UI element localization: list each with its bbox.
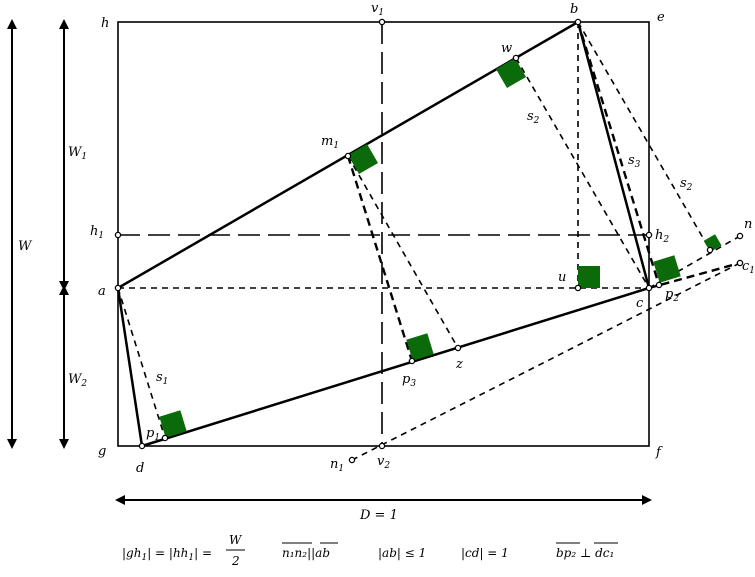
point-w [512,54,520,62]
label-s2-outer: s2 [680,176,693,193]
right-angle-square-w [495,57,527,89]
edge-d-a [116,287,144,447]
label-h1: h1 [90,224,104,241]
point-b [574,18,582,26]
label-p1: p1 [146,426,160,443]
segment-c-c1 [648,261,741,290]
label-b: b [570,2,578,17]
label-D: D = 1 [359,508,398,523]
label-v1: v1 [371,1,384,18]
right-angle-square-m1 [347,143,379,175]
point-h1 [114,231,122,239]
formula-fraction-numerator: W [229,533,243,547]
label-f: f [655,445,663,460]
label-z: z [455,357,463,372]
edge-b-c [576,21,651,289]
label-h: h [101,16,109,31]
point-z [454,344,462,352]
label-s1: s1 [156,370,168,387]
right-angle-square-p2 [653,255,681,283]
point-small-sq [706,246,714,254]
label-h2: h2 [655,228,669,245]
label-W2: W2 [68,372,87,389]
point-v2 [378,442,386,450]
segment-s2-inner [515,57,650,289]
label-u: u [558,270,566,285]
point-p2 [655,281,663,289]
segment-s3 [576,21,661,286]
label-W: W [18,239,33,254]
point-d [138,442,146,450]
point-n1 [348,456,356,464]
label-c: c [636,296,644,311]
right-angle-square-p1 [159,410,187,438]
label-s3: s3 [628,153,641,170]
segment-m1-p3 [346,155,414,362]
label-m1: m1 [321,134,339,151]
point-u [574,284,582,292]
edge-c-d [141,286,650,448]
outer-rectangle [117,21,650,447]
point-c1 [736,259,744,267]
point-p3 [408,357,416,365]
label-w: w [501,41,512,56]
label-p3: p3 [402,372,416,389]
formula-fraction-denominator: 2 [231,554,240,568]
label-a: a [98,284,106,299]
label-g: g [98,444,106,459]
label-n: n [744,217,752,232]
point-p1 [161,434,169,442]
line-m1-z [347,155,459,349]
formula-gh1-hh1: |gh1| = |hh1| = [122,546,212,563]
label-v2: v2 [377,454,390,471]
label-n1: n1 [330,457,344,474]
formula-parallel: n₁n₂||ab [282,546,330,560]
label-p2: p2 [665,287,679,304]
point-c [645,284,653,292]
point-n-end [736,232,744,240]
point-m1 [344,152,352,160]
formula-perpendicular: bp₂ ⊥ dc₁ [556,546,614,560]
label-e: e [657,10,665,25]
formula-cd-eq-1: |cd| = 1 [461,546,509,560]
label-c1: c1 [742,259,755,276]
point-h2 [645,231,653,239]
segment-s1 [117,287,166,439]
right-angle-square-p3 [406,333,434,361]
right-angle-square-u [578,266,600,288]
segment-s2-outer [577,21,711,251]
point-a [114,284,122,292]
label-d: d [136,461,144,476]
label-W1: W1 [68,145,87,162]
formula-ab-le-1: |ab| ≤ 1 [378,546,426,560]
point-v1 [378,18,386,26]
label-s2-inner: s2 [527,109,540,126]
